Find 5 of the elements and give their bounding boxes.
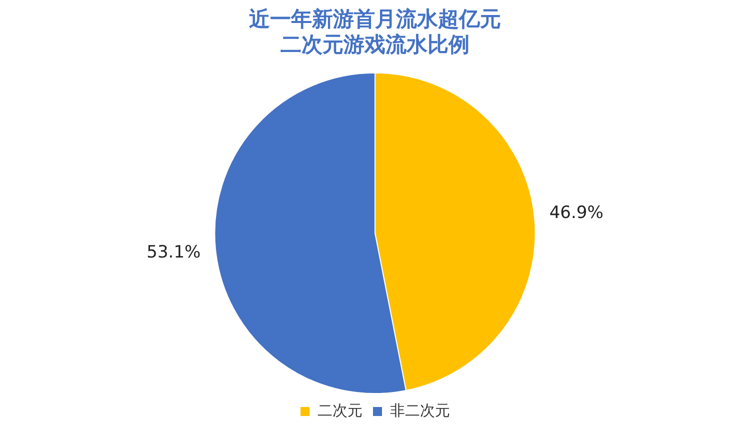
data-label: 46.9% <box>549 202 604 223</box>
chart-title: 近一年新游首月流水超亿元二次元游戏流水比例 <box>248 7 501 56</box>
legend-label: 非二次元 <box>390 401 450 420</box>
data-label: 53.1% <box>146 242 201 262</box>
legend-label: 二次元 <box>318 401 362 420</box>
